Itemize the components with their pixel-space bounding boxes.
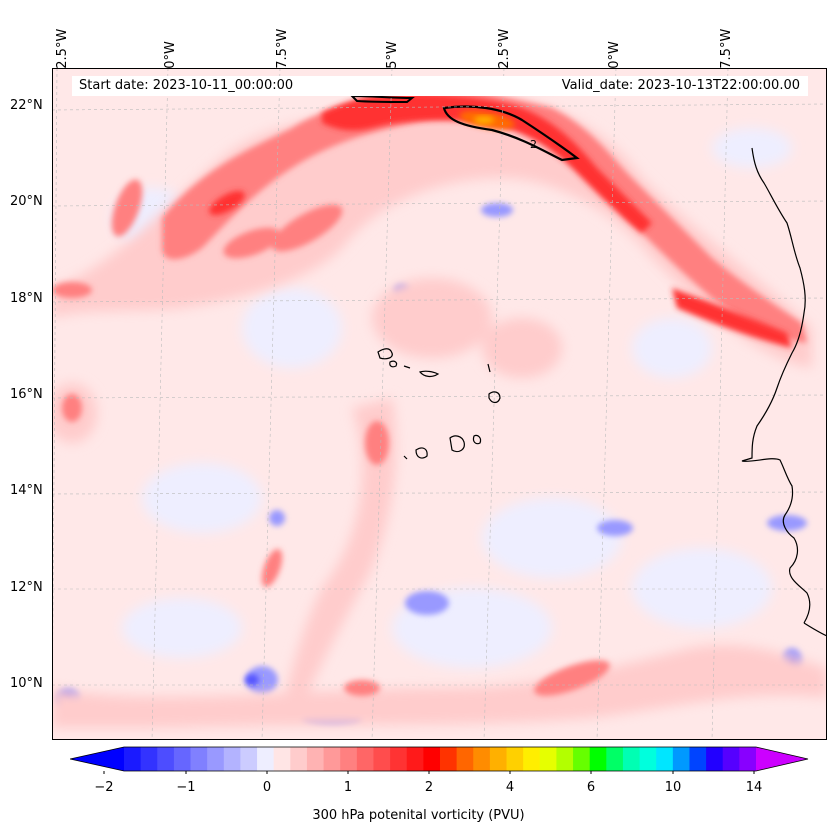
pv-2-contour [442, 105, 580, 162]
colorbar-tick-label: 10 [664, 780, 682, 795]
colorbar-segment [523, 747, 541, 771]
colorbar-segment [240, 747, 258, 771]
colorbar-tick-label: 1 [343, 780, 353, 795]
colorbar-segment [739, 747, 757, 771]
colorbar-tick-label: −1 [176, 780, 196, 795]
colorbar-segment [622, 747, 641, 771]
colorbar-segment [589, 747, 607, 771]
colorbar-segment [506, 747, 524, 771]
colorbar-segment [406, 747, 424, 771]
colorbar-tick-label: −2 [94, 780, 114, 795]
colorbar-over-arrow [756, 747, 808, 771]
colorbar-segment [273, 747, 291, 771]
valid-date-label: Valid_date: 2023-10-13T22:00:00.00 [561, 78, 800, 93]
colorbar-segment [706, 747, 724, 771]
colorbar-segment [672, 747, 690, 771]
colorbar-segment [124, 747, 142, 771]
africa-coastline-south [803, 622, 827, 637]
colorbar-segment [539, 747, 557, 771]
colorbar-tick-label: 4 [505, 780, 515, 795]
colorbar-segment [340, 747, 358, 771]
colorbar-segment [323, 747, 341, 771]
colorbar-segment [356, 747, 374, 771]
map-header: Start date: 2023-10-11_00:00:00 Valid_da… [72, 76, 808, 96]
colorbar-tick-label: 14 [745, 780, 763, 795]
lat-label-22N: 22°N [10, 98, 43, 113]
africa-coastline [741, 147, 811, 624]
colorbar-segment [722, 747, 740, 771]
colorbar-segment [573, 747, 591, 771]
lat-label-14N: 14°N [10, 483, 43, 498]
colorbar-segment [639, 747, 657, 771]
colorbar-segment [257, 747, 275, 771]
lat-label-12N: 12°N [10, 580, 43, 595]
colorbar-segment [423, 747, 441, 771]
pv-2-contour-small [349, 94, 415, 104]
colorbar-segment [157, 747, 175, 771]
colorbar-segment [223, 747, 241, 771]
lat-label-10N: 10°N [10, 676, 43, 691]
colorbar-segment [290, 747, 308, 771]
colorbar-tick-label: 6 [586, 780, 596, 795]
colorbar-segment [306, 747, 325, 771]
lat-label-16N: 16°N [10, 387, 43, 402]
colorbar-segment [173, 747, 192, 771]
start-date-label: Start date: 2023-10-11_00:00:00 [79, 78, 294, 93]
colorbar-segment [456, 747, 474, 771]
colorbar-segment [556, 747, 574, 771]
colorbar-segment [689, 747, 707, 771]
graticule [52, 68, 827, 740]
colorbar-segment [489, 747, 508, 771]
colorbar-segment [473, 747, 491, 771]
colorbar-segment [606, 747, 624, 771]
colorbar-tick-label: 0 [262, 780, 272, 795]
potential-vorticity-map: 2 [52, 68, 827, 740]
colorbar-outline [70, 746, 809, 772]
lat-label-18N: 18°N [10, 291, 43, 306]
positive-pv-peak [474, 116, 494, 124]
colorbar-segment [373, 747, 391, 771]
colorbar-segment [190, 747, 208, 771]
colorbar-tick-label: 2 [424, 780, 434, 795]
colorbar-segment [207, 747, 225, 771]
colorbar-segment [390, 747, 408, 771]
contour-label: 2 [530, 138, 537, 151]
cape-verde-islands [377, 348, 501, 460]
lat-label-20N: 20°N [10, 194, 43, 209]
colorbar-segment [440, 747, 458, 771]
colorbar-segment [140, 747, 158, 771]
colorbar-label: 300 hPa potenital vorticity (PVU) [312, 808, 525, 823]
colorbar-under-arrow [70, 747, 124, 771]
colorbar-segment [656, 747, 674, 771]
colorbar [70, 746, 809, 774]
